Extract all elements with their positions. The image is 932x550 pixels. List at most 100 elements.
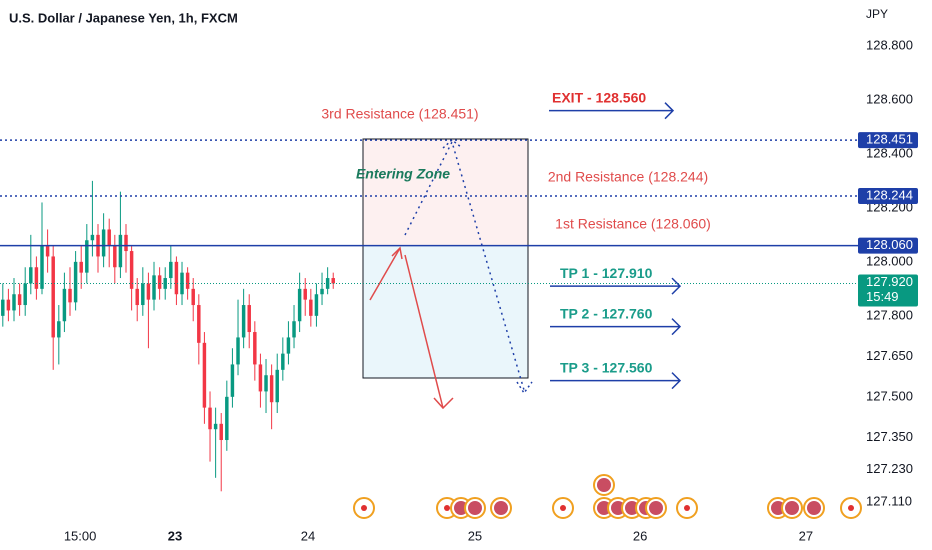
price-badge-label: 128.060 (866, 237, 913, 252)
candle-body (202, 342, 207, 408)
candle-body (79, 261, 83, 273)
target-label: TP 1 - 127.910 (560, 265, 653, 281)
candle-body (135, 288, 139, 306)
event-icon-inner (444, 505, 450, 511)
x-tick-label: 27 (799, 528, 813, 543)
candle-body (146, 283, 151, 300)
candle-body (174, 261, 179, 295)
candle-body (258, 364, 263, 392)
price-badge (858, 132, 918, 149)
event-icon-inner (597, 501, 611, 515)
event-icon-inner (848, 505, 854, 511)
arrow-head (433, 397, 454, 410)
candle-body (6, 299, 11, 311)
candle-body (34, 267, 39, 289)
y-tick-label: 128.000 (866, 253, 913, 268)
candle-body (23, 283, 27, 306)
candle-body (157, 275, 162, 289)
x-tick-label: 23 (168, 528, 182, 543)
x-tick-label: 26 (633, 528, 647, 543)
candle-body (129, 251, 134, 289)
event-icon-inner (494, 501, 508, 515)
currency: JPY (866, 7, 888, 21)
candle-body (90, 234, 95, 241)
candle-body (275, 369, 279, 403)
y-tick-label: 127.110 (866, 494, 912, 509)
candle-body (297, 288, 302, 322)
candle-body (85, 240, 89, 273)
resistance-label: 1st Resistance (128.060) (555, 216, 711, 232)
candle-body (57, 321, 61, 338)
candle-body (269, 375, 274, 403)
resistance-label: 3rd Resistance (128.451) (321, 106, 478, 122)
candle-body (101, 229, 106, 257)
x-tick-label: 25 (468, 528, 482, 543)
candle-body (197, 305, 201, 343)
event-icon-inner (771, 501, 785, 515)
candle-body (281, 353, 285, 370)
price-badge (858, 237, 918, 254)
candle-body (169, 261, 173, 279)
candle-body (230, 364, 235, 397)
candle-body (292, 321, 296, 338)
candle-body (73, 261, 78, 303)
candle-body (68, 288, 72, 303)
candle-body (1, 299, 5, 316)
candle-body (40, 245, 44, 289)
candle-body (264, 375, 268, 392)
candle-body (141, 283, 145, 306)
event-icon-inner (785, 501, 799, 515)
candle-body (247, 305, 251, 333)
chart-title: U.S. Dollar / Japanese Yen, 1h, FXCM (9, 10, 238, 25)
target-label: EXIT - 128.560 (552, 89, 646, 105)
candle-body (107, 229, 111, 246)
y-tick-label: 127.350 (866, 429, 913, 444)
zone-box (362, 138, 529, 379)
price-badge-label: 128.451 (866, 132, 913, 147)
countdown: 15:49 (866, 289, 899, 304)
candle-body (320, 288, 324, 295)
y-tick-label: 127.800 (866, 307, 913, 322)
target-arrow (549, 102, 675, 120)
candle-body (152, 275, 156, 300)
entry-zone (363, 245, 528, 378)
event-icon-inner (807, 501, 821, 515)
price-badge-label: 128.244 (866, 187, 913, 202)
price-badge (858, 187, 918, 204)
candle-body (185, 272, 190, 289)
candle-body (180, 272, 184, 295)
arrow (404, 254, 444, 409)
target-label: TP 2 - 127.760 (560, 305, 653, 321)
event-icon-inner (560, 505, 566, 511)
arrow (369, 247, 401, 301)
event-icon-inner (454, 501, 468, 515)
target-arrow (550, 372, 682, 390)
candle-body (62, 288, 67, 322)
candle-body (219, 423, 223, 441)
event-icon-inner (611, 501, 625, 515)
candle-body (113, 245, 117, 268)
event-icon-inner (625, 501, 639, 515)
candle-body (51, 256, 55, 338)
plot-area (1, 180, 335, 492)
candle-body (118, 234, 123, 268)
candle-body (124, 234, 128, 252)
candle-body (241, 305, 246, 338)
y-tick-label: 128.800 (866, 37, 913, 52)
y-tick-label: 127.500 (866, 388, 913, 403)
arrow-head (391, 246, 403, 260)
candle-body (331, 278, 335, 284)
candle-body (309, 299, 313, 316)
candle-body (286, 337, 291, 354)
current-price-badge (858, 274, 918, 307)
candle-body (12, 294, 16, 311)
x-tick-label: 15:00 (64, 528, 97, 543)
event-icon-inner (684, 505, 690, 511)
candle-body (253, 332, 257, 365)
event-icon-inner (597, 478, 611, 492)
candle-body (236, 337, 240, 365)
event-icon-inner (361, 505, 367, 511)
candle-body (303, 288, 307, 300)
candle-body (45, 245, 50, 257)
